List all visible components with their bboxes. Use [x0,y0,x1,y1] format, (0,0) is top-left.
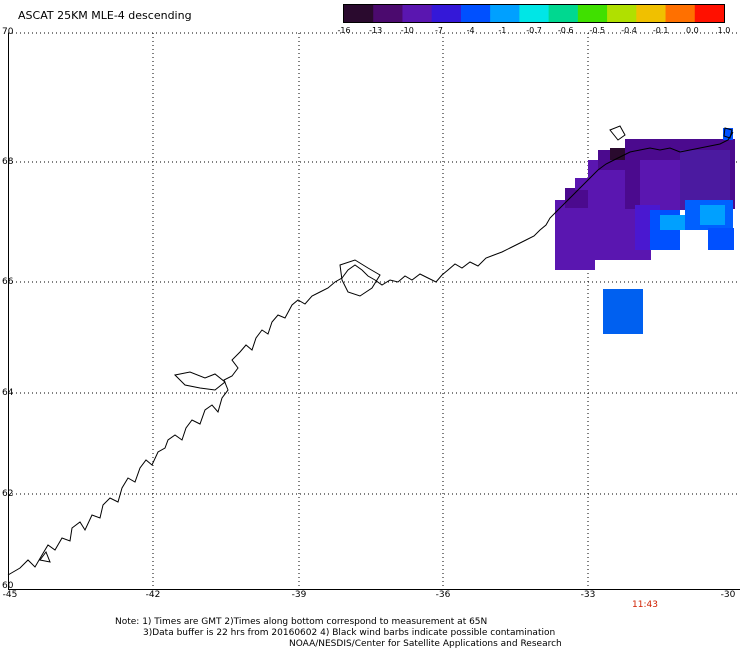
lon-label-33: -33 [580,590,596,600]
color-scale-segment [344,5,374,22]
color-scale-tick-label: -0.7 [526,26,542,35]
coastline-islands [39,125,733,563]
map-canvas [7,32,740,589]
lat-label-66: 66 [2,277,14,287]
note-line-1: Note: 1) Times are GMT 2)Times along bot… [115,617,488,627]
color-scale-segment [548,5,579,22]
color-scale-segment [431,5,462,22]
color-scale-tick-label: -0.1 [652,26,669,35]
data-cell [640,160,680,210]
data-cell [565,188,595,208]
color-scale-segment [636,5,667,22]
data-cell [660,215,685,230]
color-scale-tick-label: -0.5 [589,26,606,35]
lon-label-36: -36 [435,590,451,600]
lat-label-60: 60 [2,581,14,591]
data-gap [685,230,708,250]
color-scale-segment [490,5,520,22]
lat-label-64: 64 [2,388,14,398]
color-scale-bar [343,4,725,23]
color-scale-tick-label: 0.0 [685,26,699,35]
lon-label-30: -30 [720,590,736,600]
data-cell [700,205,725,225]
color-scale-segment [694,5,725,22]
wind-data-swath [555,128,735,334]
color-scale-tick-label: -4 [466,26,475,35]
color-scale-tick-label: -0.4 [621,26,637,35]
color-scale-tick-label: -1 [498,26,507,35]
lat-label-68: 68 [2,157,14,167]
color-scale-tick-label: -10 [400,26,414,35]
color-scale-segment [373,5,403,22]
color-scale-segment [607,5,637,22]
lat-label-70: 70 [2,27,14,37]
note-line-3: NOAA/NESDIS/Center for Satellite Applica… [289,639,562,649]
color-scale-tick-label: -13 [369,26,383,35]
data-cell [708,228,734,250]
color-scale-tick-label: -0.6 [557,26,574,35]
color-scale-segment [519,5,550,22]
map-plot-area [8,33,740,590]
color-scale-gradient [344,5,725,22]
color-scale-segment [460,5,491,22]
pass-time-label: 11:43 [632,600,658,610]
color-scale-segment [402,5,433,22]
data-cell [723,128,733,140]
graticule [8,32,740,589]
note-line-2: 3)Data buffer is 22 hrs from 20160602 4)… [143,628,556,638]
color-scale-segment [577,5,608,22]
lon-label-45: -45 [2,590,18,600]
color-scale-tick-label: -7 [435,26,443,35]
color-scale-tick-label: -16 [337,26,351,35]
map-title: ASCAT 25KM MLE-4 descending [18,9,192,22]
color-scale-tick-label: 1.0 [717,26,731,35]
lat-label-62: 62 [2,489,14,499]
coastline [7,131,734,576]
lon-label-39: -39 [291,590,307,600]
color-scale-segment [665,5,696,22]
data-cell [603,289,643,334]
lon-label-42: -42 [145,590,161,600]
